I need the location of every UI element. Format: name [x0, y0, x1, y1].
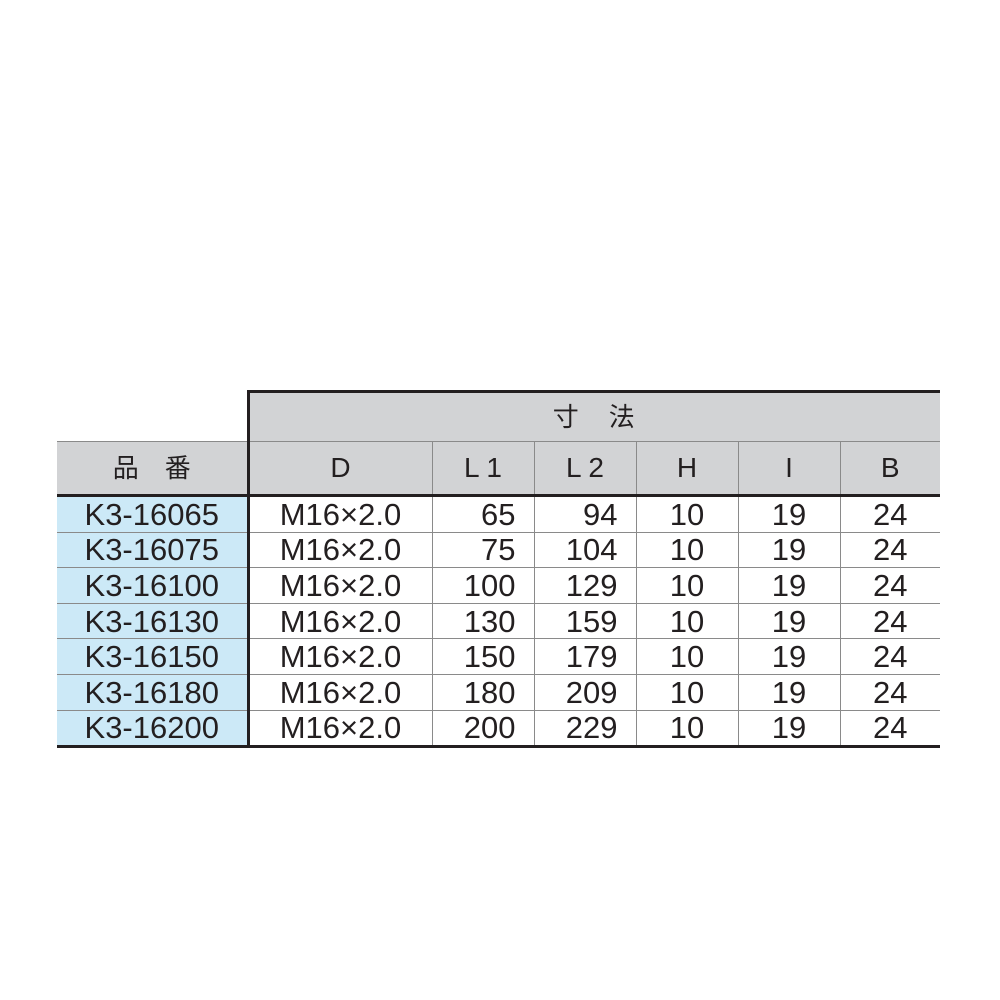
- table-row: K3-16065 M16×2.0 65 94 10 19 24: [57, 495, 940, 533]
- cell-h: 10: [635, 602, 739, 640]
- column-header-row: 品 番 D L 1 L 2 H I B: [57, 441, 940, 497]
- cell-d: M16×2.0: [246, 673, 433, 711]
- cell-part-number: K3-16065: [57, 495, 249, 533]
- cell-part-number: K3-16075: [57, 531, 249, 569]
- cell-b: 24: [839, 602, 940, 640]
- cell-l2: 94: [533, 495, 637, 533]
- cell-b: 24: [839, 709, 940, 749]
- cell-d: M16×2.0: [246, 495, 433, 533]
- cell-b: 24: [839, 638, 940, 675]
- table-row: K3-16150 M16×2.0 150 179 10 19 24: [57, 638, 940, 675]
- cell-h: 10: [635, 709, 739, 749]
- cell-b: 24: [839, 673, 940, 711]
- table-row: K3-16100 M16×2.0 100 129 10 19 24: [57, 567, 940, 604]
- header-l1: L 1: [431, 441, 535, 497]
- cell-d: M16×2.0: [246, 709, 433, 749]
- cell-l2: 159: [533, 602, 637, 640]
- cell-h: 10: [635, 495, 739, 533]
- dimension-table: 寸 法 品 番 D L 1 L 2 H I B K3-16065 M16×2.0 6…: [57, 390, 940, 749]
- cell-h: 10: [635, 567, 739, 604]
- cell-i: 19: [737, 709, 841, 749]
- cell-l2: 129: [533, 567, 637, 604]
- header-i: I: [737, 441, 841, 497]
- header-h: H: [635, 441, 739, 497]
- cell-i: 19: [737, 567, 841, 604]
- header-l2: L 2: [533, 441, 637, 497]
- table-row: K3-16075 M16×2.0 75 104 10 19 24: [57, 531, 940, 569]
- cell-d: M16×2.0: [246, 602, 433, 640]
- cell-b: 24: [839, 495, 940, 533]
- cell-l2: 104: [533, 531, 637, 569]
- cell-l1: 65: [431, 495, 535, 533]
- cell-l1: 150: [431, 638, 535, 675]
- cell-l1: 100: [431, 567, 535, 604]
- header-b: B: [839, 441, 940, 497]
- cell-i: 19: [737, 638, 841, 675]
- cell-part-number: K3-16180: [57, 673, 249, 711]
- cell-d: M16×2.0: [246, 531, 433, 569]
- blank-corner: [57, 391, 248, 442]
- header-d: D: [246, 441, 433, 497]
- cell-l1: 180: [431, 673, 535, 711]
- cell-part-number: K3-16130: [57, 602, 249, 640]
- cell-part-number: K3-16200: [57, 709, 249, 749]
- cell-part-number: K3-16150: [57, 638, 249, 675]
- cell-b: 24: [839, 567, 940, 604]
- cell-i: 19: [737, 495, 841, 533]
- cell-i: 19: [737, 602, 841, 640]
- cell-l2: 209: [533, 673, 637, 711]
- dimensions-group-header: 寸 法: [246, 390, 940, 442]
- cell-part-number: K3-16100: [57, 567, 249, 604]
- cell-i: 19: [737, 673, 841, 711]
- cell-b: 24: [839, 531, 940, 569]
- table-row: K3-16180 M16×2.0 180 209 10 19 24: [57, 673, 940, 711]
- table-row: K3-16200 M16×2.0 200 229 10 19 24: [57, 709, 940, 749]
- cell-h: 10: [635, 531, 739, 569]
- table-row: K3-16130 M16×2.0 130 159 10 19 24: [57, 602, 940, 640]
- cell-l2: 179: [533, 638, 637, 675]
- cell-d: M16×2.0: [246, 638, 433, 675]
- cell-l2: 229: [533, 709, 637, 749]
- cell-l1: 130: [431, 602, 535, 640]
- cell-l1: 75: [431, 531, 535, 569]
- cell-h: 10: [635, 673, 739, 711]
- cell-h: 10: [635, 638, 739, 675]
- group-header-row: 寸 法: [57, 390, 940, 442]
- cell-l1: 200: [431, 709, 535, 749]
- header-part-number: 品 番: [57, 441, 249, 497]
- cell-d: M16×2.0: [246, 567, 433, 604]
- cell-i: 19: [737, 531, 841, 569]
